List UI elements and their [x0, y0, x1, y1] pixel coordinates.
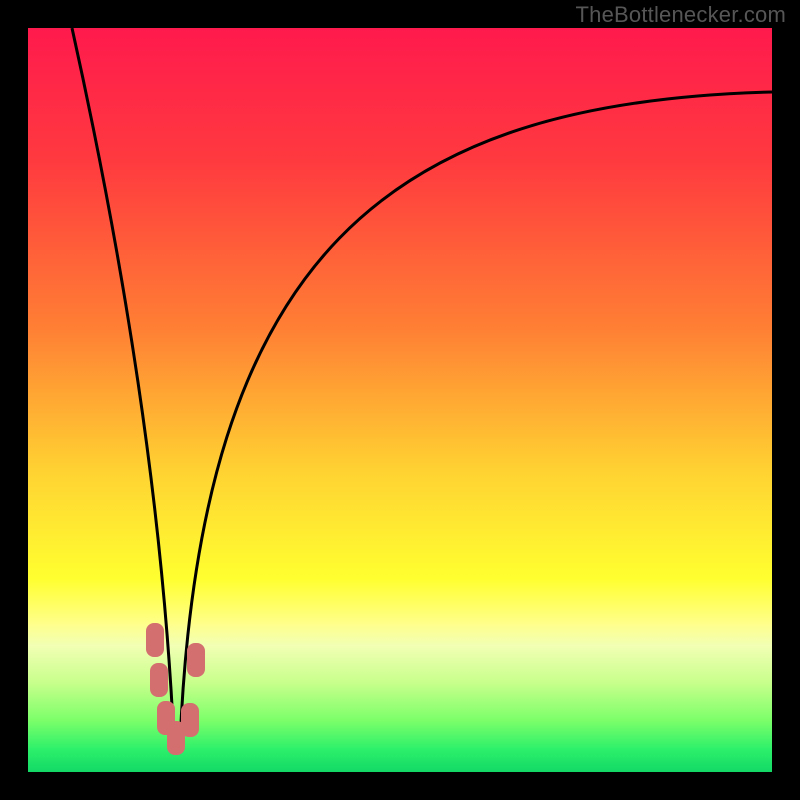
watermark-text: TheBottlenecker.com — [576, 2, 786, 28]
chart-stage: TheBottlenecker.com — [0, 0, 800, 800]
scatter-point — [150, 663, 168, 697]
scatter-point — [146, 623, 164, 657]
bottleneck-chart — [0, 0, 800, 800]
scatter-point — [187, 643, 205, 677]
scatter-point — [181, 703, 199, 737]
